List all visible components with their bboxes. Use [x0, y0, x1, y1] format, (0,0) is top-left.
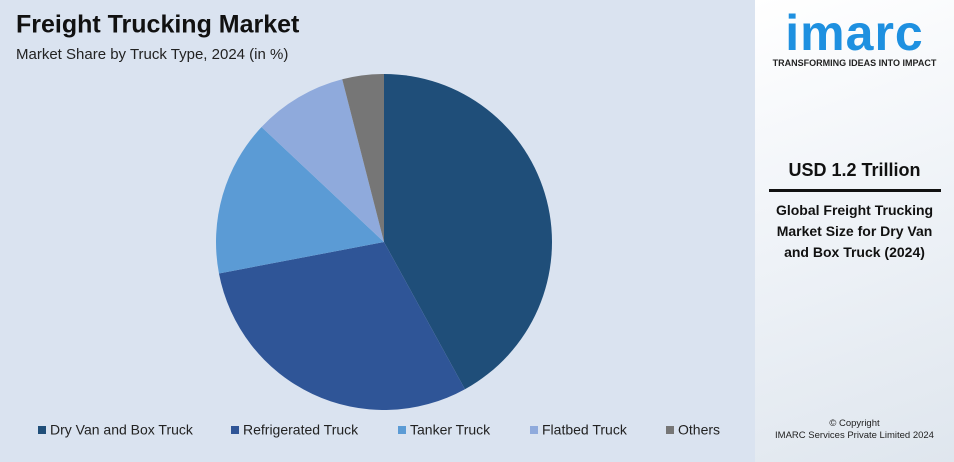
legend-label: Flatbed Truck: [542, 422, 628, 438]
pie-slice: [261, 79, 384, 242]
pie-slice: [215, 126, 384, 274]
chart-subtitle: Market Share by Truck Type, 2024 (in %): [16, 46, 288, 63]
legend-label: Others: [678, 422, 720, 438]
sidebar: imarc TRANSFORMING IDEAS INTO IMPACT USD…: [755, 0, 954, 462]
logo: imarc: [785, 5, 924, 61]
legend-label: Dry Van and Box Truck: [50, 422, 194, 438]
legend-label: Tanker Truck: [410, 422, 491, 438]
chart: Freight Trucking Market Market Share by …: [16, 11, 720, 438]
divider: [768, 189, 941, 192]
legend-swatch: [666, 426, 674, 434]
description: Global Freight Trucking Market Size for …: [775, 202, 934, 260]
legend-swatch: [530, 426, 538, 434]
copyright: © Copyright: [829, 418, 880, 429]
headline: USD 1.2 Trillion: [788, 160, 921, 180]
pie-slice: [384, 74, 553, 390]
copyright-block: © Copyright IMARC Services Private Limit…: [755, 418, 954, 442]
pie-slice: [218, 242, 465, 410]
legend-swatch: [398, 426, 406, 434]
legend-label: Refrigerated Truck: [243, 422, 359, 438]
tagline: TRANSFORMING IDEAS INTO IMPACT: [772, 58, 937, 68]
pie-slice: [342, 74, 384, 242]
company: IMARC Services Private Limited 2024: [775, 430, 934, 441]
chart-title: Freight Trucking Market: [16, 11, 300, 39]
legend-swatch: [231, 426, 239, 434]
legend-swatch: [38, 426, 46, 434]
